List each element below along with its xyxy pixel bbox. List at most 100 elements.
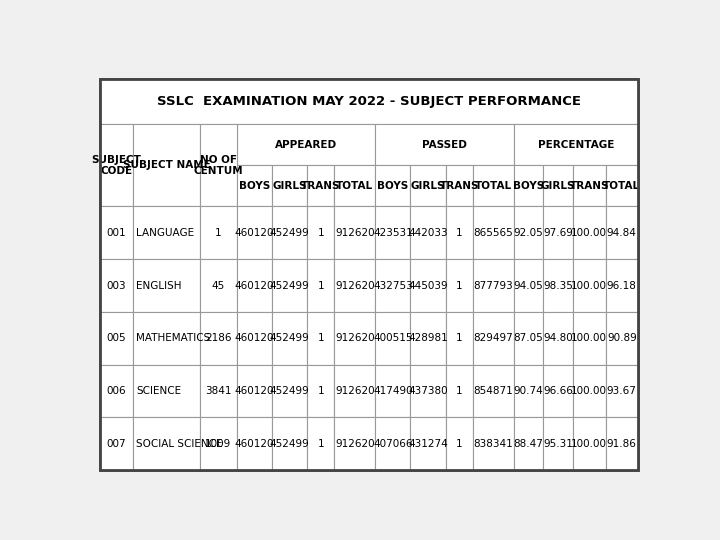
Text: MATHEMATICS: MATHEMATICS — [136, 333, 210, 343]
Text: 865565: 865565 — [473, 228, 513, 238]
Text: 452499: 452499 — [270, 333, 310, 343]
Text: 460120: 460120 — [235, 333, 274, 343]
Bar — [237, 364, 272, 417]
Text: 96.18: 96.18 — [607, 280, 636, 291]
Bar — [133, 124, 200, 206]
Text: 96.66: 96.66 — [543, 386, 573, 396]
Bar — [446, 364, 473, 417]
Bar — [237, 312, 272, 365]
Bar — [375, 165, 410, 206]
Text: 877793: 877793 — [473, 280, 513, 291]
Text: 100.00: 100.00 — [571, 228, 607, 238]
Text: ENGLISH: ENGLISH — [136, 280, 182, 291]
Bar — [307, 206, 334, 259]
Text: GIRLS: GIRLS — [541, 181, 575, 191]
Text: 90.89: 90.89 — [607, 333, 636, 343]
Text: 912620: 912620 — [335, 386, 374, 396]
Bar — [133, 364, 200, 417]
Bar — [572, 206, 606, 259]
Bar — [606, 206, 638, 259]
Text: 2186: 2186 — [205, 333, 232, 343]
Bar — [446, 259, 473, 312]
Text: 912620: 912620 — [335, 333, 374, 343]
Bar — [473, 165, 513, 206]
Text: 94.84: 94.84 — [607, 228, 636, 238]
Bar — [410, 312, 446, 365]
Bar — [375, 124, 513, 165]
Bar — [272, 259, 307, 312]
Text: 1: 1 — [318, 439, 324, 449]
Bar — [410, 259, 446, 312]
Bar — [237, 165, 272, 206]
Bar — [543, 259, 572, 312]
Text: 838341: 838341 — [473, 439, 513, 449]
Text: 1009: 1009 — [205, 439, 231, 449]
Text: TOTAL: TOTAL — [474, 181, 512, 191]
Bar — [100, 417, 133, 470]
Text: 912620: 912620 — [335, 439, 374, 449]
Text: 1: 1 — [456, 228, 462, 238]
Bar — [307, 312, 334, 365]
Bar — [446, 417, 473, 470]
Bar — [410, 417, 446, 470]
Text: 417490: 417490 — [373, 386, 413, 396]
Text: 460120: 460120 — [235, 386, 274, 396]
Text: 423531: 423531 — [373, 228, 413, 238]
Text: 1: 1 — [456, 439, 462, 449]
Bar — [307, 165, 334, 206]
Bar — [606, 417, 638, 470]
Bar — [375, 259, 410, 312]
Bar — [513, 206, 543, 259]
Bar — [307, 417, 334, 470]
Bar — [513, 165, 543, 206]
Text: GIRLS: GIRLS — [411, 181, 445, 191]
Text: 1: 1 — [318, 386, 324, 396]
Text: 003: 003 — [107, 280, 126, 291]
Text: 1: 1 — [456, 280, 462, 291]
Bar — [473, 312, 513, 365]
Text: 460120: 460120 — [235, 228, 274, 238]
Text: 91.86: 91.86 — [607, 439, 636, 449]
Bar — [410, 206, 446, 259]
Bar — [334, 259, 375, 312]
Bar — [572, 259, 606, 312]
Text: 45: 45 — [212, 280, 225, 291]
Bar — [375, 364, 410, 417]
Text: 90.74: 90.74 — [513, 386, 544, 396]
Bar — [473, 417, 513, 470]
Bar — [100, 259, 133, 312]
Text: 400515: 400515 — [373, 333, 413, 343]
Text: 437380: 437380 — [408, 386, 448, 396]
Bar — [200, 364, 237, 417]
Bar — [513, 259, 543, 312]
Bar — [334, 364, 375, 417]
Bar — [272, 312, 307, 365]
Bar — [200, 417, 237, 470]
Text: 854871: 854871 — [473, 386, 513, 396]
Text: NO OF
CENTUM: NO OF CENTUM — [194, 154, 243, 176]
Bar — [375, 206, 410, 259]
Text: 92.05: 92.05 — [513, 228, 544, 238]
Bar — [200, 124, 237, 206]
Text: 006: 006 — [107, 386, 126, 396]
Bar — [200, 206, 237, 259]
Text: 1: 1 — [456, 333, 462, 343]
Bar — [543, 417, 572, 470]
Bar — [606, 165, 638, 206]
Bar — [572, 364, 606, 417]
Text: 431274: 431274 — [408, 439, 448, 449]
Bar — [272, 364, 307, 417]
Bar — [410, 364, 446, 417]
Text: 005: 005 — [107, 333, 126, 343]
Text: 87.05: 87.05 — [513, 333, 544, 343]
Text: TOTAL: TOTAL — [603, 181, 640, 191]
Bar — [446, 312, 473, 365]
Bar — [410, 165, 446, 206]
Text: 97.69: 97.69 — [543, 228, 573, 238]
Bar — [307, 364, 334, 417]
Bar — [100, 79, 638, 124]
Bar — [133, 417, 200, 470]
Text: 452499: 452499 — [270, 386, 310, 396]
Text: 912620: 912620 — [335, 280, 374, 291]
Text: BOYS: BOYS — [377, 181, 408, 191]
